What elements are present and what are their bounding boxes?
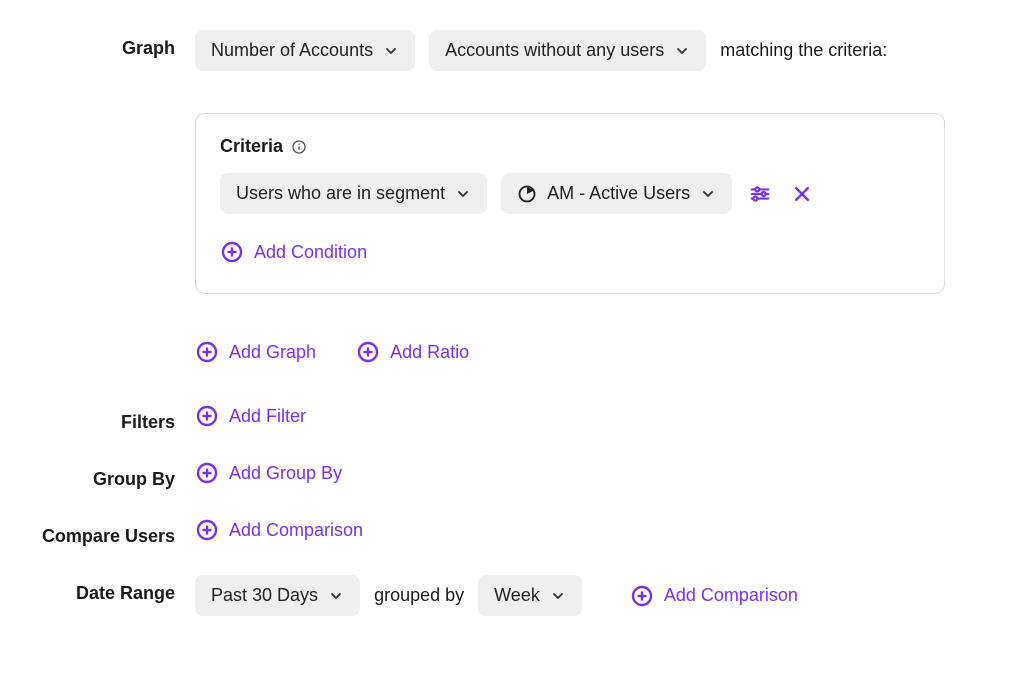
plus-circle-icon <box>220 240 244 264</box>
chevron-down-icon <box>674 43 690 59</box>
add-date-comparison-button[interactable]: Add Comparison <box>630 584 798 608</box>
date-range-value: Past 30 Days <box>211 585 318 606</box>
plus-circle-icon <box>195 461 219 485</box>
close-icon[interactable] <box>788 180 816 208</box>
add-groupby-label: Add Group By <box>229 463 342 484</box>
add-condition-label: Add Condition <box>254 242 367 263</box>
add-graph-label: Add Graph <box>229 342 316 363</box>
add-comparison-label: Add Comparison <box>229 520 363 541</box>
add-condition-button[interactable]: Add Condition <box>220 240 367 264</box>
matching-text: matching the criteria: <box>720 32 887 69</box>
date-range-select[interactable]: Past 30 Days <box>195 575 360 616</box>
chevron-down-icon <box>550 588 566 604</box>
metric-select-value: Number of Accounts <box>211 40 373 61</box>
segment-select[interactable]: AM - Active Users <box>501 173 732 214</box>
add-date-comparison-label: Add Comparison <box>664 585 798 606</box>
compare-users-label: Compare Users <box>30 518 195 547</box>
chevron-down-icon <box>455 186 471 202</box>
chevron-down-icon <box>700 186 716 202</box>
metric-select[interactable]: Number of Accounts <box>195 30 415 71</box>
date-range-label: Date Range <box>30 575 195 604</box>
add-comparison-button[interactable]: Add Comparison <box>195 518 363 542</box>
criteria-title: Criteria <box>220 136 283 157</box>
scope-select[interactable]: Accounts without any users <box>429 30 706 71</box>
plus-circle-icon <box>195 340 219 364</box>
plus-circle-icon <box>356 340 380 364</box>
add-filter-button[interactable]: Add Filter <box>195 404 306 428</box>
add-groupby-button[interactable]: Add Group By <box>195 461 342 485</box>
graph-label: Graph <box>30 30 195 59</box>
info-icon[interactable] <box>291 139 307 155</box>
condition-type-select[interactable]: Users who are in segment <box>220 173 487 214</box>
segment-icon <box>517 184 537 204</box>
segment-value: AM - Active Users <box>547 183 690 204</box>
settings-icon[interactable] <box>746 180 774 208</box>
interval-value: Week <box>494 585 540 606</box>
criteria-box: Criteria Users who are in segment AM - A <box>195 113 945 294</box>
add-ratio-button[interactable]: Add Ratio <box>356 340 469 364</box>
condition-type-value: Users who are in segment <box>236 183 445 204</box>
add-ratio-label: Add Ratio <box>390 342 469 363</box>
interval-select[interactable]: Week <box>478 575 582 616</box>
filters-label: Filters <box>30 404 195 433</box>
plus-circle-icon <box>630 584 654 608</box>
plus-circle-icon <box>195 518 219 542</box>
add-graph-button[interactable]: Add Graph <box>195 340 316 364</box>
grouped-by-text: grouped by <box>374 577 464 614</box>
add-filter-label: Add Filter <box>229 406 306 427</box>
groupby-label: Group By <box>30 461 195 490</box>
plus-circle-icon <box>195 404 219 428</box>
scope-select-value: Accounts without any users <box>445 40 664 61</box>
chevron-down-icon <box>383 43 399 59</box>
chevron-down-icon <box>328 588 344 604</box>
